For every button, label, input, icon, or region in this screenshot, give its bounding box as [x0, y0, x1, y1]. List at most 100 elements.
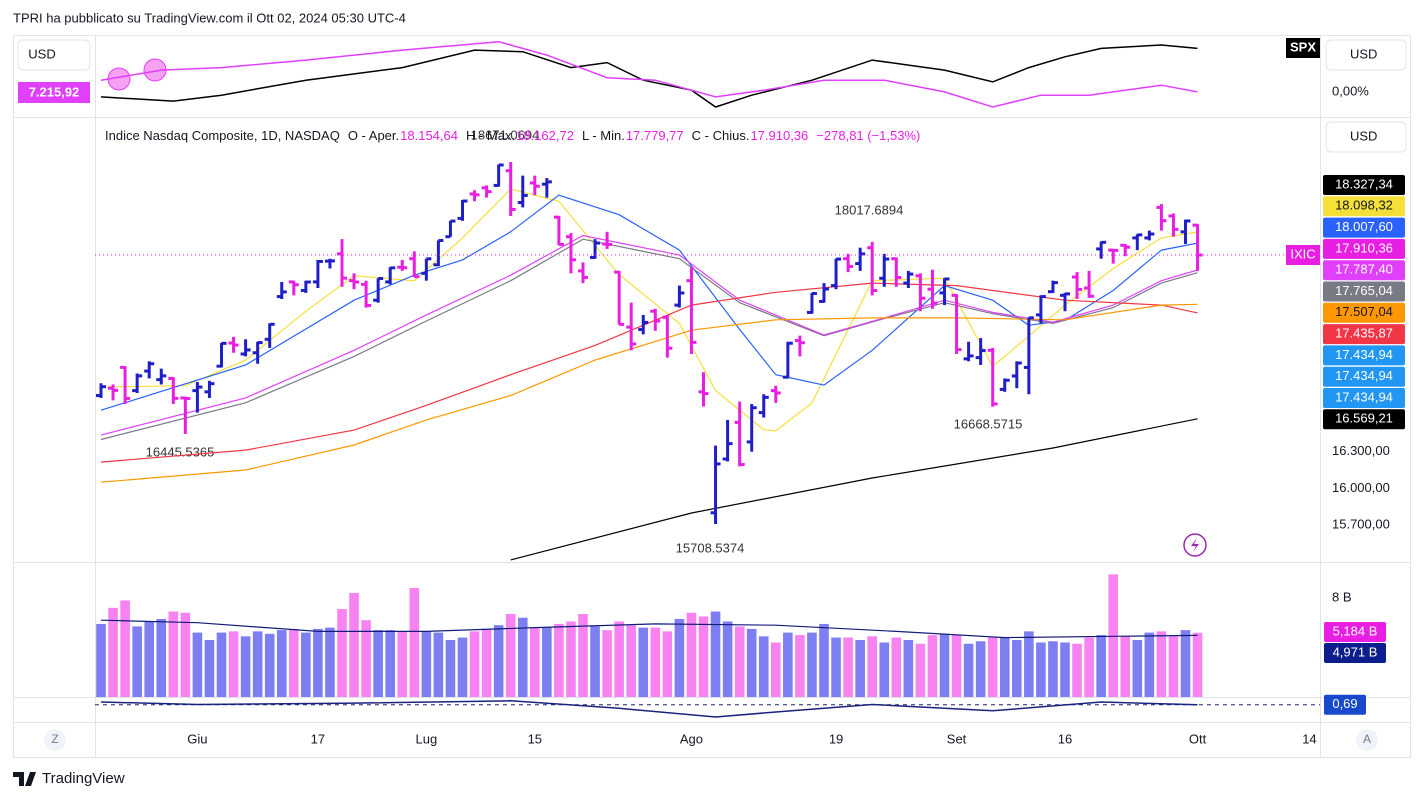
- y-tick-label: 16.000,00: [1332, 480, 1390, 495]
- auto-button[interactable]: A: [1356, 729, 1378, 751]
- currency-button[interactable]: USD: [1325, 39, 1407, 71]
- volume-bar: [1012, 640, 1022, 697]
- button-box[interactable]: [17, 39, 91, 71]
- volume-pane: [96, 574, 1203, 697]
- button-label[interactable]: Z: [51, 732, 58, 746]
- volume-bar: [951, 635, 962, 697]
- series-line: [100, 700, 1198, 718]
- volume-bar: [1120, 636, 1131, 697]
- header: TPRI ha pubblicato su TradingView.com il…: [13, 10, 406, 25]
- volume-bar: [313, 628, 323, 697]
- volume-bar: [746, 628, 757, 697]
- volume-bar: [855, 640, 865, 697]
- volume-bar: [915, 643, 926, 697]
- volume-bar: [566, 621, 576, 697]
- volume-bar: [1048, 641, 1058, 697]
- volume-bar: [975, 641, 986, 697]
- volume-bar: [421, 631, 432, 697]
- volume-bar: [445, 640, 456, 697]
- annotation: 16445.5365: [146, 444, 215, 459]
- series-line: [100, 303, 1198, 483]
- price-tag-box: [1323, 196, 1405, 217]
- volume-bar: [638, 627, 649, 697]
- button-label[interactable]: A: [1363, 732, 1371, 746]
- volume-bar: [144, 621, 154, 697]
- volume-bar: [662, 631, 673, 697]
- price-tag: 17.435,87: [1335, 326, 1393, 341]
- legend-item: 18.162,72: [516, 128, 574, 143]
- volume-bar: [530, 627, 540, 697]
- volume-bar: [289, 628, 299, 697]
- volume-bar: [1168, 636, 1179, 697]
- volume-bar: [252, 631, 263, 697]
- volume-bar: [1036, 642, 1046, 697]
- volume-bar: [1096, 635, 1106, 697]
- frame: [13, 35, 1411, 758]
- volume-bar: [1072, 643, 1082, 697]
- series-line: [100, 282, 1198, 463]
- button-box[interactable]: [44, 729, 66, 751]
- series-line: [100, 234, 1198, 436]
- x-tick-label: 14: [1302, 731, 1316, 746]
- y-tick-label: 16.300,00: [1332, 443, 1390, 458]
- price-tag: 17.787,40: [1335, 262, 1393, 277]
- volume-bar: [276, 630, 287, 697]
- button-label[interactable]: USD: [1350, 128, 1377, 143]
- left-tag-box: [18, 82, 90, 103]
- price-tag: 18.098,32: [1335, 198, 1393, 213]
- x-tick-label: Ott: [1189, 731, 1207, 746]
- volume-bar: [337, 609, 347, 697]
- button-box[interactable]: [1356, 729, 1378, 751]
- annotation: 18017.6894: [835, 202, 904, 217]
- value-tag: 0,69: [1332, 696, 1357, 711]
- button-label[interactable]: USD: [28, 46, 55, 61]
- volume-bar: [590, 626, 600, 697]
- x-tick-label: 16: [1058, 731, 1072, 746]
- volume-bar: [602, 630, 612, 697]
- volume-bar: [192, 632, 203, 697]
- price-tag: 17.910,36: [1335, 240, 1393, 255]
- volume-tag-box: [1324, 643, 1386, 663]
- price-tag-box: [1323, 324, 1405, 345]
- volume-bar: [903, 640, 914, 697]
- volume-bar: [120, 600, 130, 697]
- series-line: [510, 418, 1198, 561]
- volume-bar: [554, 623, 564, 697]
- volume-bar: [722, 621, 733, 697]
- volume-bar: [927, 635, 938, 697]
- symbol-tag-box: [1286, 38, 1320, 58]
- currency-button[interactable]: USD: [17, 39, 91, 71]
- symbol-tag-box: [1286, 244, 1320, 265]
- legend-item: L - Min.: [582, 128, 625, 143]
- price-tag-box: [1323, 260, 1405, 281]
- legend-item: −278,81 (−1,53%): [816, 128, 920, 143]
- price-tag: 17.765,04: [1335, 283, 1393, 298]
- button-box[interactable]: [1325, 121, 1407, 153]
- volume-bar: [457, 637, 468, 697]
- volume-bar: [240, 636, 251, 697]
- volume-bar: [1084, 637, 1094, 697]
- price-pane: [96, 162, 1203, 561]
- volume-bar: [204, 640, 215, 697]
- legend-item: 17.779,77: [626, 128, 684, 143]
- price-tag: 17.507,04: [1335, 304, 1393, 319]
- symbol-tag: IXIC: [1290, 246, 1315, 261]
- button-box[interactable]: [1325, 39, 1407, 71]
- volume-tag: 5,184 B: [1333, 623, 1378, 638]
- left-tag: 7.215,92: [29, 84, 80, 99]
- volume-bar: [795, 635, 805, 697]
- x-tick-label: 19: [829, 731, 843, 746]
- price-tag-box: [1323, 175, 1405, 195]
- price-tag-box: [1323, 238, 1405, 259]
- volume-bar: [361, 620, 371, 697]
- volume-bar: [1132, 640, 1143, 697]
- volume-bar: [939, 633, 950, 697]
- annotation: 15708.5374: [676, 540, 745, 555]
- oscillator-pane: [95, 700, 1320, 718]
- volume-bar: [156, 618, 167, 697]
- button-label[interactable]: USD: [1350, 46, 1377, 61]
- volume-bar: [132, 626, 142, 697]
- currency-button[interactable]: USD: [1325, 121, 1407, 153]
- price-tag: 18.327,34: [1335, 176, 1393, 191]
- zoom-button[interactable]: Z: [44, 729, 66, 751]
